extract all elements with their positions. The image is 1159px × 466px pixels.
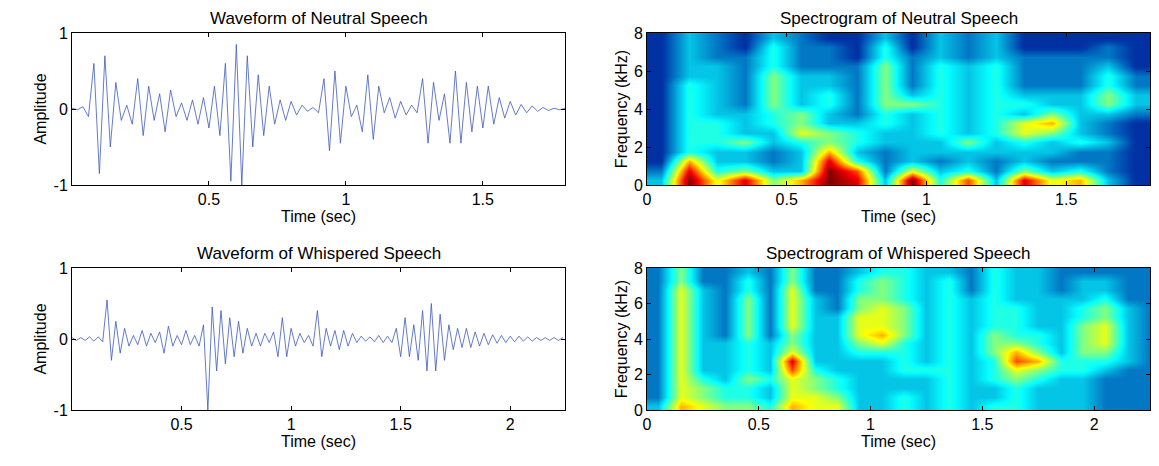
svg-text:0: 0 (643, 416, 652, 433)
svg-text:8: 8 (634, 25, 643, 42)
svg-text:0: 0 (59, 331, 68, 348)
svg-text:-1: -1 (54, 402, 68, 419)
svg-text:Waveform of Whispered Speech: Waveform of Whispered Speech (197, 244, 441, 263)
svg-text:1: 1 (866, 416, 875, 433)
svg-text:Waveform of Neutral Speech: Waveform of Neutral Speech (210, 9, 428, 28)
svg-text:1.5: 1.5 (472, 191, 494, 208)
svg-text:1: 1 (287, 416, 296, 433)
svg-text:Spectrogram of Whispered Speec: Spectrogram of Whispered Speech (766, 244, 1031, 263)
svg-text:0.5: 0.5 (170, 416, 192, 433)
svg-text:0: 0 (643, 191, 652, 208)
svg-text:1.5: 1.5 (971, 416, 993, 433)
svg-text:-1: -1 (54, 177, 68, 194)
svg-text:Amplitude: Amplitude (32, 73, 49, 144)
svg-text:8: 8 (634, 260, 643, 277)
svg-text:0.5: 0.5 (748, 416, 770, 433)
svg-text:1: 1 (59, 260, 68, 277)
svg-text:2: 2 (634, 139, 643, 156)
svg-text:Frequency (kHz): Frequency (kHz) (613, 50, 630, 168)
svg-text:Time (sec): Time (sec) (861, 208, 936, 225)
svg-text:1: 1 (341, 191, 350, 208)
svg-text:0: 0 (634, 177, 643, 194)
svg-text:1: 1 (922, 191, 931, 208)
svg-text:6: 6 (634, 63, 643, 80)
svg-text:2: 2 (1090, 416, 1099, 433)
svg-text:1.5: 1.5 (1055, 191, 1077, 208)
svg-text:Time (sec): Time (sec) (281, 208, 356, 225)
svg-text:1.5: 1.5 (390, 416, 412, 433)
svg-text:Time (sec): Time (sec) (281, 433, 356, 450)
svg-text:2: 2 (506, 416, 515, 433)
svg-text:6: 6 (634, 295, 643, 312)
svg-text:4: 4 (634, 101, 643, 118)
svg-text:0: 0 (59, 101, 68, 118)
svg-text:Spectrogram of Neutral Speech: Spectrogram of Neutral Speech (780, 9, 1018, 28)
svg-text:4: 4 (634, 331, 643, 348)
svg-text:0.5: 0.5 (198, 191, 220, 208)
svg-text:0: 0 (634, 402, 643, 419)
svg-text:Time (sec): Time (sec) (861, 433, 936, 450)
svg-text:2: 2 (634, 366, 643, 383)
svg-text:0.5: 0.5 (776, 191, 798, 208)
svg-text:Amplitude: Amplitude (32, 303, 49, 374)
svg-text:1: 1 (59, 25, 68, 42)
svg-text:Frequency (kHz): Frequency (kHz) (613, 280, 630, 398)
